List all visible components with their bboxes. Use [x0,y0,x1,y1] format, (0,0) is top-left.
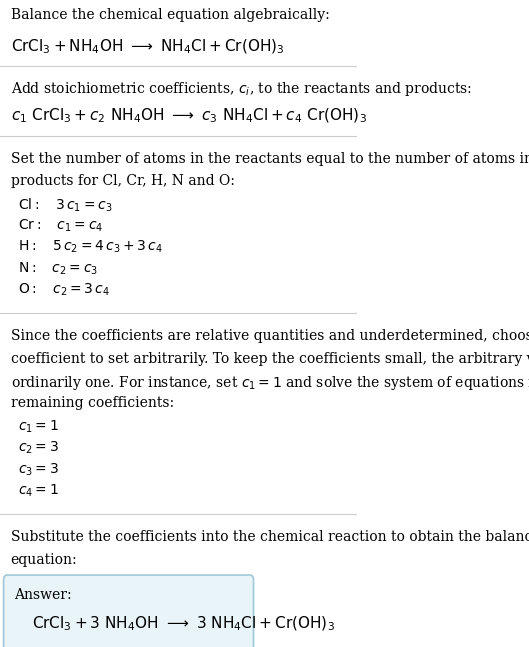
Text: $\mathrm{H:} \quad 5\,c_2 = 4\,c_3 + 3\,c_4$: $\mathrm{H:} \quad 5\,c_2 = 4\,c_3 + 3\,… [18,239,163,255]
Text: equation:: equation: [11,553,77,567]
Text: $c_1\ \mathrm{CrCl_3} + c_2\ \mathrm{NH_4OH} \ \longrightarrow \ c_3\ \mathrm{NH: $c_1\ \mathrm{CrCl_3} + c_2\ \mathrm{NH_… [11,106,367,125]
Text: Since the coefficients are relative quantities and underdetermined, choose a: Since the coefficients are relative quan… [11,329,529,344]
Text: $c_2 = 3$: $c_2 = 3$ [18,440,59,456]
Text: $\mathrm{Cl:} \quad 3\,c_1 = c_3$: $\mathrm{Cl:} \quad 3\,c_1 = c_3$ [18,196,112,214]
Text: coefficient to set arbitrarily. To keep the coefficients small, the arbitrary va: coefficient to set arbitrarily. To keep … [11,351,529,366]
Text: Answer:: Answer: [14,588,72,602]
Text: $\mathrm{CrCl_3 + 3\ NH_4OH \ \longrightarrow \ 3\ NH_4Cl + Cr(OH)_3}$: $\mathrm{CrCl_3 + 3\ NH_4OH \ \longright… [32,615,335,633]
Text: remaining coefficients:: remaining coefficients: [11,396,174,410]
Text: $\mathrm{O:} \quad c_2 = 3\,c_4$: $\mathrm{O:} \quad c_2 = 3\,c_4$ [18,281,110,298]
Text: Set the number of atoms in the reactants equal to the number of atoms in the: Set the number of atoms in the reactants… [11,151,529,166]
Text: products for Cl, Cr, H, N and O:: products for Cl, Cr, H, N and O: [11,174,234,188]
Text: Substitute the coefficients into the chemical reaction to obtain the balanced: Substitute the coefficients into the che… [11,531,529,544]
Text: $c_4 = 1$: $c_4 = 1$ [18,483,59,499]
Text: Balance the chemical equation algebraically:: Balance the chemical equation algebraica… [11,8,330,22]
FancyBboxPatch shape [4,575,253,647]
Text: $c_3 = 3$: $c_3 = 3$ [18,461,59,477]
Text: $\mathrm{Cr:} \quad c_1 = c_4$: $\mathrm{Cr:} \quad c_1 = c_4$ [18,217,103,234]
Text: Add stoichiometric coefficients, $c_i$, to the reactants and products:: Add stoichiometric coefficients, $c_i$, … [11,80,472,98]
Text: $\mathrm{CrCl_3 + NH_4OH \ \longrightarrow \ NH_4Cl + Cr(OH)_3}$: $\mathrm{CrCl_3 + NH_4OH \ \longrightarr… [11,38,284,56]
Text: ordinarily one. For instance, set $c_1 = 1$ and solve the system of equations fo: ordinarily one. For instance, set $c_1 =… [11,374,529,392]
Text: $\mathrm{N:} \quad c_2 = c_3$: $\mathrm{N:} \quad c_2 = c_3$ [18,260,98,276]
Text: $c_1 = 1$: $c_1 = 1$ [18,419,59,435]
